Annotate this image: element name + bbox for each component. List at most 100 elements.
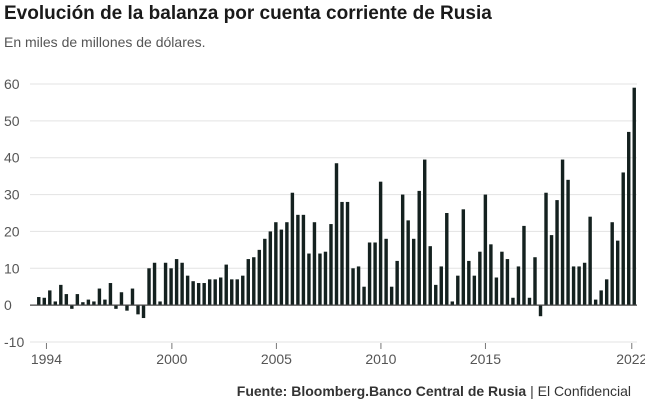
bar xyxy=(285,222,289,306)
bar xyxy=(53,301,58,306)
x-tick-label: 2000 xyxy=(156,351,187,367)
y-tick-label: 0 xyxy=(4,297,12,313)
x-tick-label: 2015 xyxy=(470,351,501,367)
bar xyxy=(478,251,482,306)
bar xyxy=(307,253,311,306)
bar xyxy=(174,259,179,306)
bar xyxy=(516,266,521,306)
axes: -10 0 10 20 30 40 50 60 1994 2000 2005 2010 2015 2022 xyxy=(4,76,645,367)
bar xyxy=(560,159,565,306)
bar xyxy=(406,220,410,306)
bar xyxy=(202,283,206,306)
bar xyxy=(434,284,438,306)
bar xyxy=(384,238,388,306)
publisher-name: El Confidencial xyxy=(537,383,631,399)
bar xyxy=(522,225,526,306)
bar xyxy=(301,214,306,306)
bar xyxy=(489,244,493,306)
bar xyxy=(252,257,256,306)
bar xyxy=(566,179,570,306)
x-tick-label: 2005 xyxy=(261,351,292,367)
bar xyxy=(577,266,581,306)
bar xyxy=(378,181,383,306)
bar xyxy=(615,240,620,306)
bar xyxy=(632,87,636,306)
bar xyxy=(196,283,201,306)
bar xyxy=(367,242,372,306)
source-separator: | xyxy=(530,383,534,399)
bar xyxy=(456,275,460,306)
bar xyxy=(340,201,344,306)
bar xyxy=(423,159,427,306)
bar xyxy=(373,242,377,306)
bar xyxy=(230,279,234,306)
bar xyxy=(582,262,587,306)
chart-title: Evolución de la balanza por cuenta corri… xyxy=(4,3,492,24)
bar xyxy=(544,192,548,306)
bar xyxy=(257,249,262,306)
bar xyxy=(241,275,245,306)
bar xyxy=(395,260,399,306)
bar xyxy=(494,277,499,306)
bar xyxy=(114,305,118,309)
bar-series xyxy=(37,87,636,319)
bar xyxy=(42,297,46,306)
y-tick-label: 40 xyxy=(4,150,20,166)
bar xyxy=(610,222,614,306)
bar xyxy=(356,266,361,306)
bar xyxy=(103,299,107,306)
bar xyxy=(268,231,273,306)
bar xyxy=(417,190,421,306)
bar xyxy=(290,192,295,306)
bar xyxy=(571,266,576,306)
bar xyxy=(389,286,394,306)
source-name: Bloomberg.Banco Central de Rusia xyxy=(291,383,527,399)
bar xyxy=(235,279,239,306)
bar xyxy=(533,257,537,306)
bar xyxy=(334,163,339,306)
bar xyxy=(180,262,184,306)
chart-subtitle: En miles de millones de dólares. xyxy=(4,34,206,50)
bar xyxy=(362,286,366,306)
bar xyxy=(92,301,96,306)
bar xyxy=(461,209,466,306)
bar xyxy=(588,216,592,306)
bar xyxy=(191,281,195,306)
bar xyxy=(549,235,554,306)
bar xyxy=(621,172,625,306)
bar xyxy=(147,268,151,306)
bar xyxy=(445,213,449,306)
bar xyxy=(263,238,267,306)
bar xyxy=(500,251,504,306)
bar xyxy=(141,305,146,319)
x-tick-label: 2022 xyxy=(616,351,645,367)
bar xyxy=(119,292,124,306)
bar xyxy=(467,260,471,306)
bar xyxy=(555,200,559,306)
bar xyxy=(604,279,609,306)
bar xyxy=(345,201,350,306)
bar xyxy=(97,288,102,306)
y-tick-label: 20 xyxy=(4,223,20,239)
bar xyxy=(450,301,454,306)
bar xyxy=(511,297,515,306)
bar xyxy=(505,259,510,306)
bar xyxy=(219,277,223,306)
bar xyxy=(59,284,63,306)
bar xyxy=(64,294,69,306)
bar xyxy=(86,299,91,306)
bar xyxy=(329,224,333,306)
source-label: Fuente: xyxy=(236,383,288,399)
bar xyxy=(439,266,443,306)
bar xyxy=(213,279,217,306)
bar xyxy=(37,297,41,306)
bar xyxy=(163,262,168,306)
bar xyxy=(312,222,317,306)
bar xyxy=(185,275,190,306)
bar xyxy=(130,288,135,306)
y-tick-label: 50 xyxy=(4,113,20,129)
bar xyxy=(224,264,228,306)
bar xyxy=(274,222,278,306)
bar xyxy=(318,253,322,306)
